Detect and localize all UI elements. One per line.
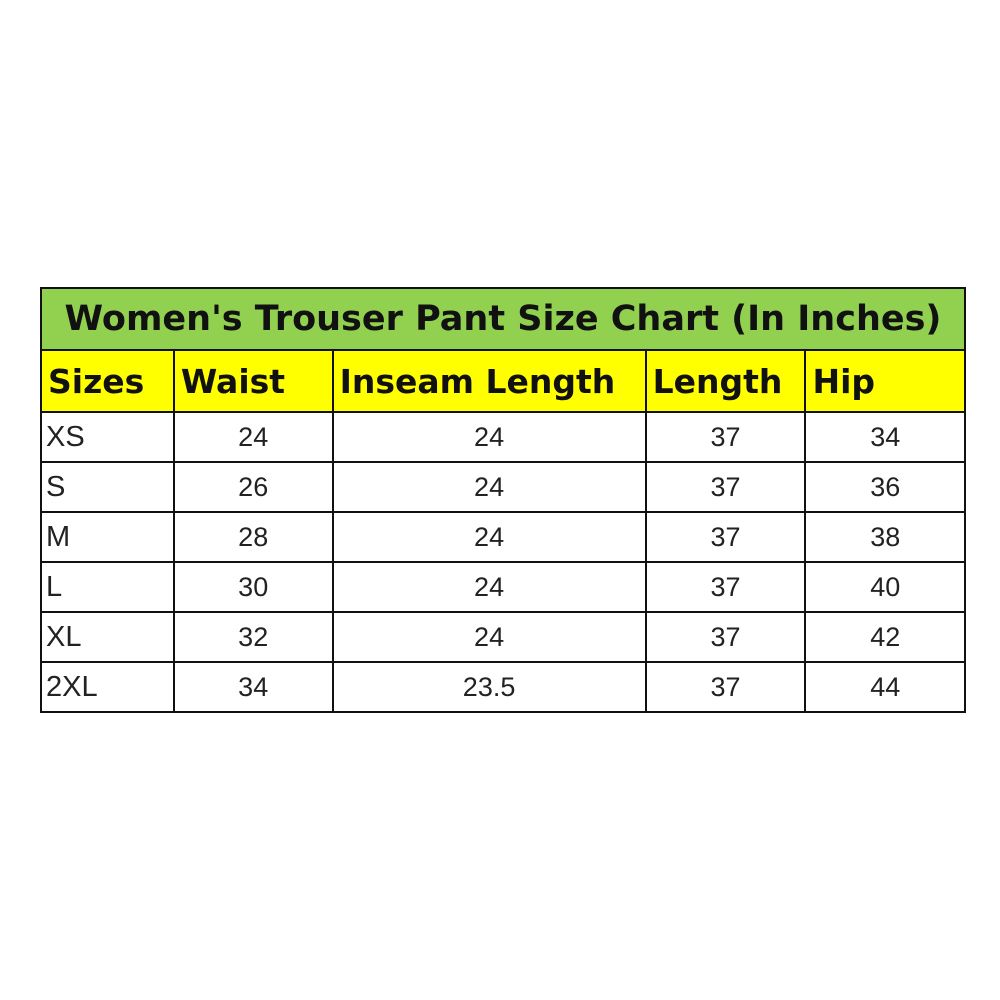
value-cell: 44 (804, 661, 966, 713)
value-cell: 38 (804, 511, 966, 563)
value-cell: 34 (172, 661, 334, 713)
value-cell: 37 (644, 661, 807, 713)
header-row: Sizes Waist Inseam Length Length Hip (40, 349, 966, 413)
size-cell: XL (40, 611, 175, 663)
value-cell: 32 (172, 611, 334, 663)
value-cell: 37 (644, 611, 807, 663)
table-row: S 26 24 37 36 (40, 461, 966, 513)
table-row: XL 32 24 37 42 (40, 611, 966, 663)
value-cell: 30 (172, 561, 334, 613)
size-cell: 2XL (40, 661, 175, 713)
column-header: Hip (804, 349, 966, 413)
value-cell: 37 (644, 461, 807, 513)
table-row: L 30 24 37 40 (40, 561, 966, 613)
value-cell: 24 (331, 561, 647, 613)
value-cell: 24 (331, 411, 647, 463)
value-cell: 24 (331, 511, 647, 563)
table-row: XS 24 24 37 34 (40, 411, 966, 463)
column-header: Sizes (40, 349, 175, 413)
size-chart-table: Women's Trouser Pant Size Chart (In Inch… (40, 287, 966, 713)
table-row: M 28 24 37 38 (40, 511, 966, 563)
value-cell: 37 (644, 411, 807, 463)
value-cell: 37 (644, 561, 807, 613)
value-cell: 23.5 (331, 661, 647, 713)
size-cell: L (40, 561, 175, 613)
size-cell: M (40, 511, 175, 563)
table-title: Women's Trouser Pant Size Chart (In Inch… (40, 287, 966, 351)
column-header: Waist (172, 349, 334, 413)
value-cell: 42 (804, 611, 966, 663)
value-cell: 34 (804, 411, 966, 463)
value-cell: 26 (172, 461, 334, 513)
value-cell: 37 (644, 511, 807, 563)
value-cell: 24 (172, 411, 334, 463)
value-cell: 24 (331, 611, 647, 663)
value-cell: 24 (331, 461, 647, 513)
table-row: 2XL 34 23.5 37 44 (40, 661, 966, 713)
column-header: Inseam Length (331, 349, 647, 413)
value-cell: 28 (172, 511, 334, 563)
value-cell: 40 (804, 561, 966, 613)
size-cell: S (40, 461, 175, 513)
column-header: Length (644, 349, 807, 413)
value-cell: 36 (804, 461, 966, 513)
size-cell: XS (40, 411, 175, 463)
